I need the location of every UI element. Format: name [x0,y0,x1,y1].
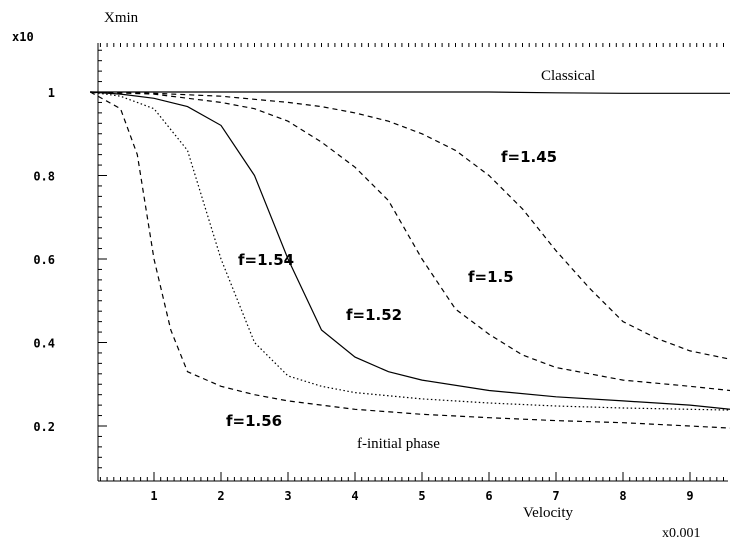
y-axis-multiplier: x10 [12,30,34,44]
y-tick-label: 0.2 [33,420,55,434]
label-f-1-54: f=1.54 [238,251,294,269]
series-f-1-54 [90,91,730,411]
series-f-1-45 [90,91,730,360]
x-tick-label: 9 [686,489,693,503]
x-tick-label: 4 [351,489,358,503]
label-f-1-45: f=1.45 [501,148,557,166]
x-tick-label: 2 [217,489,224,503]
x-tick-label: 8 [619,489,626,503]
y-tick-labels: 0.2 0.4 0.6 0.8 1 [33,86,55,434]
x-tick-label: 1 [150,489,157,503]
minor-ticks [98,43,724,481]
x-tick-label: 5 [418,489,425,503]
series-f-1-56 [90,91,730,429]
y-tick-label: 0.6 [33,253,55,267]
label-classical: Classical [541,68,595,84]
series-classical [90,91,730,94]
x-axis-title: Velocity [523,505,573,521]
y-tick-label: 0.8 [33,170,55,184]
x-tick-label: 3 [284,489,291,503]
y-tick-label: 1 [48,86,55,100]
x-axis-multiplier: x0.001 [662,526,701,540]
y-axis-title: Xmin [104,10,139,26]
label-f-1-52: f=1.52 [346,306,402,324]
y-tick-label: 0.4 [33,337,55,351]
label-f-1-5: f=1.5 [468,268,514,286]
series-f-1-52 [90,91,730,410]
x-tick-label: 7 [552,489,559,503]
series-f-1-5 [90,91,730,392]
major-ticks [98,91,691,481]
label-f-1-56: f=1.56 [226,412,282,430]
label-f-initial-phase: f-initial phase [357,436,440,452]
x-tick-label: 6 [485,489,492,503]
plot-frame-layer [97,43,728,482]
x-tick-labels: 1 2 3 4 5 6 7 8 9 [150,489,693,503]
series-layer [90,91,730,429]
